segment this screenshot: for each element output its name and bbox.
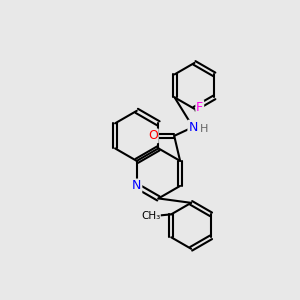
Text: O: O — [148, 129, 158, 142]
Text: N: N — [132, 179, 141, 192]
Text: F: F — [196, 101, 203, 114]
Text: N: N — [188, 121, 198, 134]
Text: CH₃: CH₃ — [141, 211, 160, 221]
Text: H: H — [200, 124, 208, 134]
